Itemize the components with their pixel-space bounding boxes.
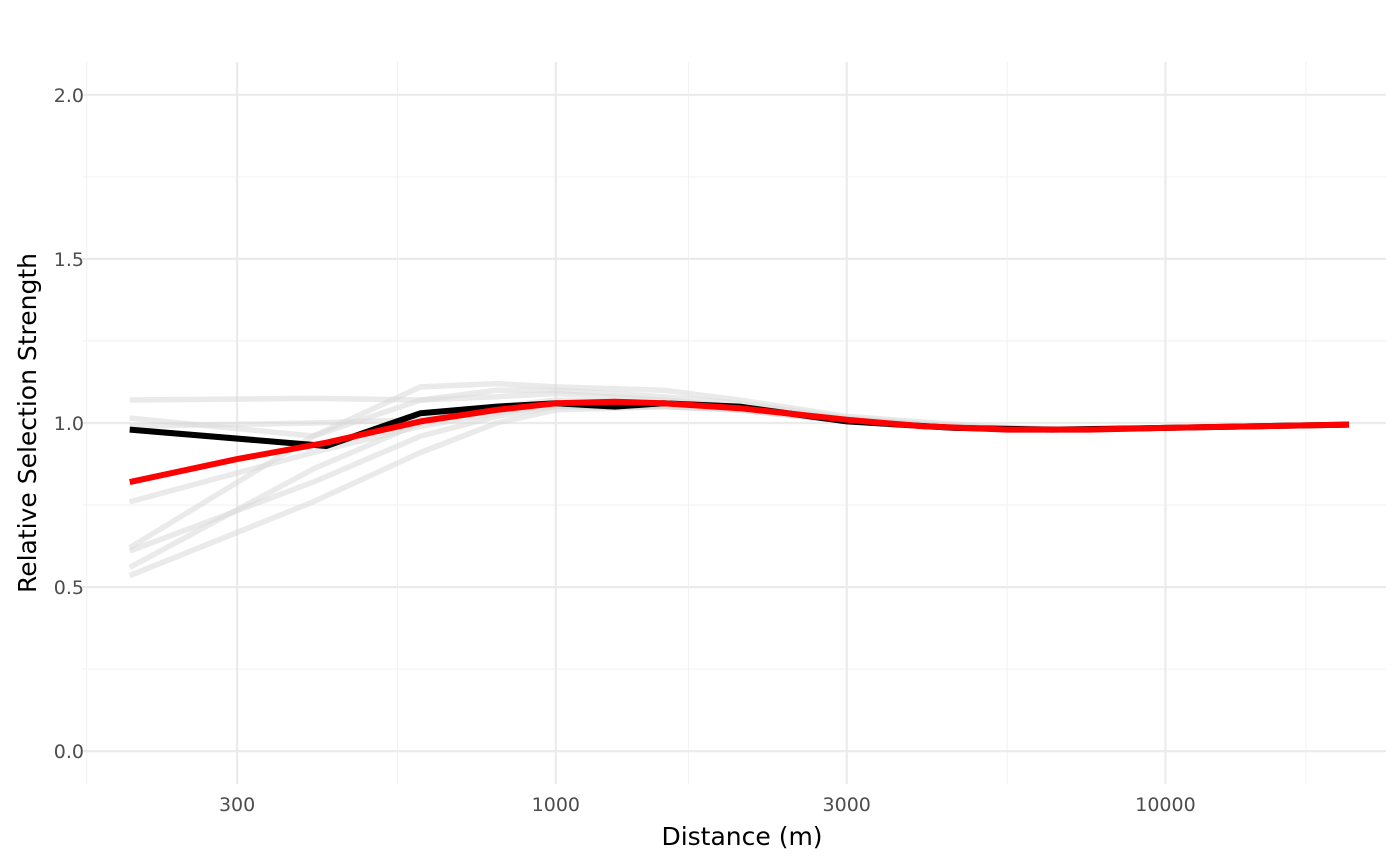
y-tick-label: 1.0 <box>54 413 84 435</box>
x-tick-label: 300 <box>219 794 255 816</box>
y-tick-label: 0.5 <box>54 577 84 599</box>
x-tick-label: 3000 <box>823 794 871 816</box>
y-tick-label: 0.0 <box>54 741 84 763</box>
major-gridlines <box>82 62 1386 784</box>
x-tick-labels: 300 1000 3000 10000 <box>219 794 1196 816</box>
x-tick-label: 1000 <box>532 794 580 816</box>
y-tick-label: 2.0 <box>54 85 84 107</box>
y-axis-title: Relative Selection Strength <box>13 253 42 593</box>
x-axis-title: Distance (m) <box>661 822 822 851</box>
fitted-curve <box>129 398 1350 486</box>
x-tick-label: 10000 <box>1135 794 1195 816</box>
y-tick-labels: 0.0 0.5 1.0 1.5 2.0 <box>54 85 84 763</box>
y-tick-label: 1.5 <box>54 249 84 271</box>
series-lines <box>128 380 1350 579</box>
